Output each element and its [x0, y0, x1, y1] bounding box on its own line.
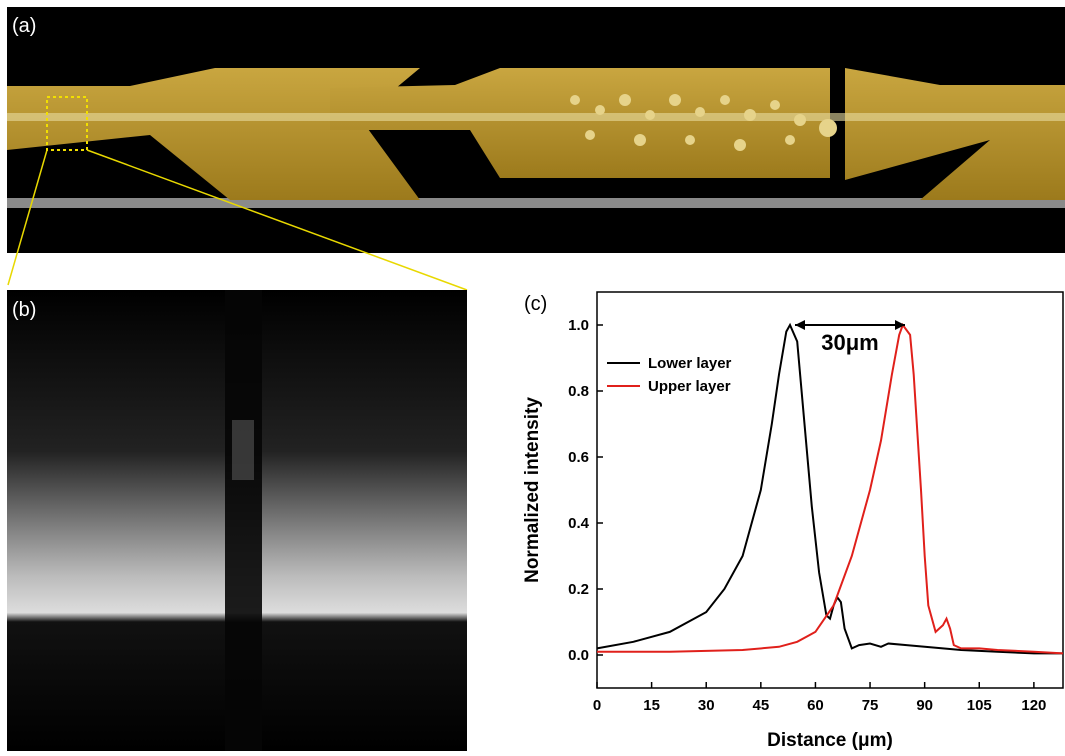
panel-a: (a)	[7, 7, 1065, 290]
panel-c: (c) 0 15 30 45 60 75 90 105 120 0.0 0.2 0.4 0.6 0.8 1.…	[522, 292, 1063, 751]
figure: (a) (b) (c) 0 15 30 45 60 75 90 105 120 0.0 0.2 0.4…	[0, 0, 1065, 751]
x-tick-label: 45	[752, 697, 769, 714]
y-tick-label: 0.0	[568, 647, 589, 664]
page: (a) (b) (c) 0 15 30 45 60 75 90 105 120 0.0 0.2 0.4…	[0, 0, 1065, 756]
y-tick-label: 0.6	[568, 449, 589, 466]
data-line	[597, 325, 1063, 653]
panel-label: (c)	[524, 293, 547, 315]
y-tick-label: 0.8	[568, 383, 589, 400]
y-tick-label: 0.2	[568, 581, 589, 598]
panel-label: (b)	[12, 299, 36, 321]
legend-label: Lower layer	[648, 355, 732, 372]
x-tick-label: 90	[916, 697, 933, 714]
x-tick-label: 105	[967, 697, 992, 714]
dark-stripe	[225, 290, 262, 751]
x-tick-label: 75	[862, 697, 879, 714]
y-axis-label: Normalized intensity	[522, 397, 543, 583]
waveguide-core	[7, 113, 1065, 121]
panel-b: (b)	[7, 290, 467, 751]
stripe-highlight	[232, 420, 254, 480]
data-line	[597, 325, 1063, 653]
panel-label: (a)	[12, 15, 36, 37]
x-axis-label: Distance (μm)	[767, 730, 893, 751]
y-tick-label: 0.4	[568, 515, 590, 532]
y-tick-label: 1.0	[568, 317, 589, 334]
x-tick-label: 15	[643, 697, 660, 714]
x-tick-label: 60	[807, 697, 824, 714]
x-tick-label: 30	[698, 697, 715, 714]
x-tick-label: 0	[593, 697, 601, 714]
substrate	[7, 198, 1065, 208]
annotation: 30μm	[821, 330, 879, 355]
x-tick-label: 120	[1021, 697, 1046, 714]
legend-label: Upper layer	[648, 378, 731, 395]
